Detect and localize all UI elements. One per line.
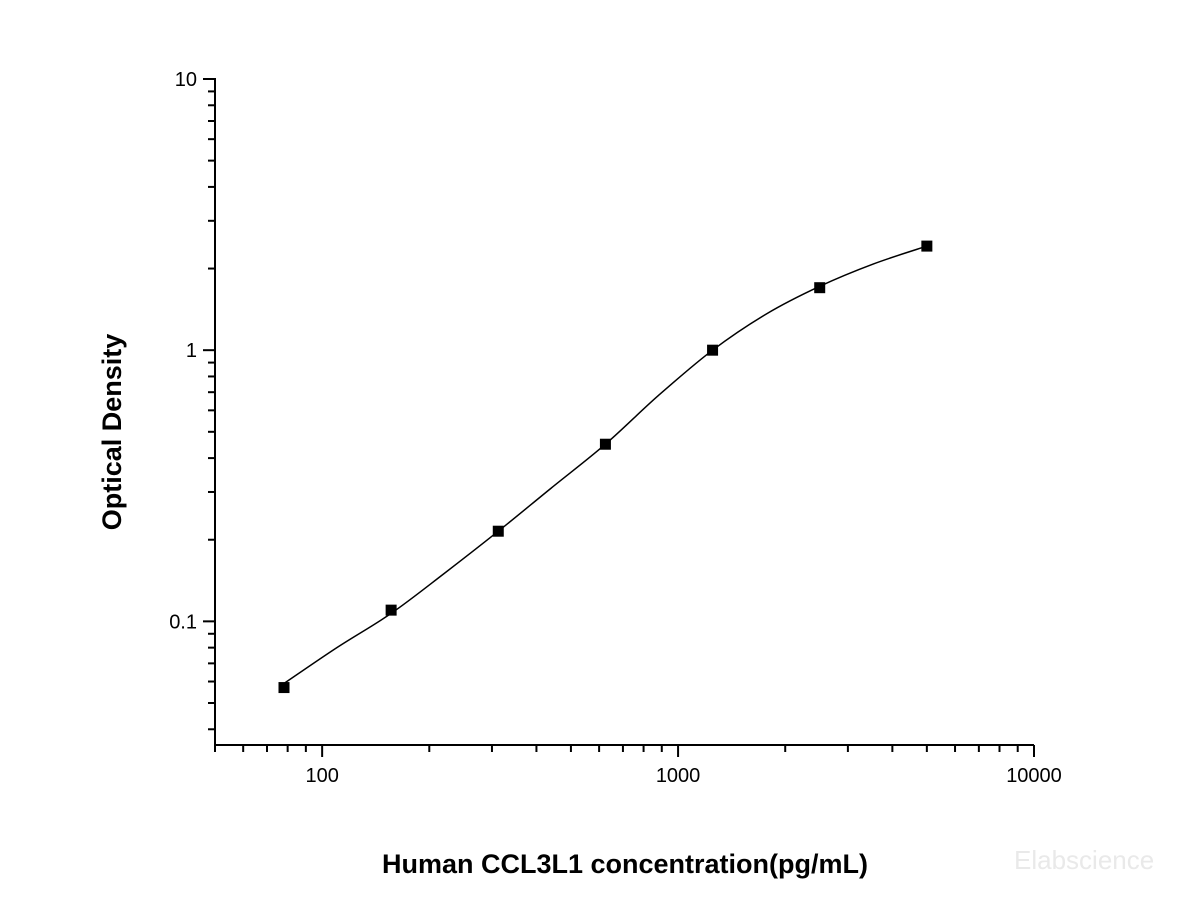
- y-axis-title: Optical Density: [97, 334, 127, 531]
- y-tick-label: 0.1: [169, 611, 197, 633]
- data-points: [278, 240, 933, 694]
- data-point: [492, 525, 504, 537]
- data-point: [385, 604, 397, 616]
- axis-ticks: [203, 78, 1035, 757]
- fit-curve-line: [283, 245, 928, 685]
- x-tick-label: 1000: [656, 765, 701, 787]
- axes: [214, 78, 1034, 746]
- x-tick-label: 10000: [1006, 765, 1062, 787]
- y-tick-label: 10: [175, 69, 197, 91]
- data-point: [921, 240, 933, 252]
- data-point: [599, 438, 611, 450]
- x-tick-label: 100: [305, 765, 338, 787]
- watermark-logo: Elabscience: [1014, 845, 1154, 875]
- data-point: [814, 282, 826, 294]
- x-axis-title: Human CCL3L1 concentration(pg/mL): [382, 849, 868, 879]
- fit-curve-group: [283, 245, 928, 685]
- y-tick-label: 1: [186, 340, 197, 362]
- data-point: [707, 344, 719, 356]
- tick-labels: 100 1000 10000 0.1 1 10: [169, 69, 1062, 787]
- data-point: [278, 682, 290, 694]
